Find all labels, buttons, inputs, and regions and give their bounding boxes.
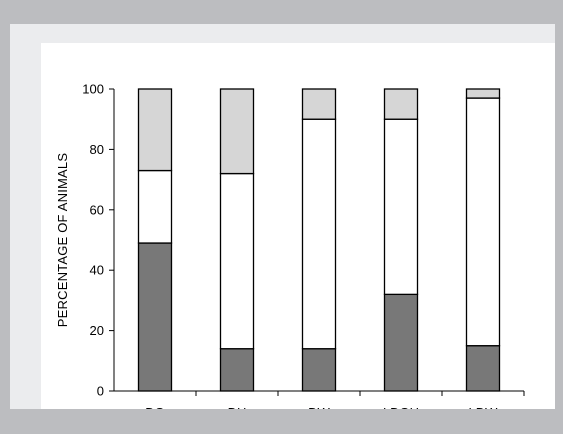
y-tick-label: 20 [90, 323, 104, 338]
figure-frame: DG DH DW LDGH LDW 0 20 40 60 80 100 PERCENTAGE OF … [10, 24, 555, 409]
x-tick-label: DG [145, 405, 165, 409]
bar-segment-ldw-2 [465, 97, 501, 347]
bar-segment-dg-1 [137, 242, 173, 392]
x-tick-label: LDW [469, 405, 499, 409]
bar-segment-dg-2 [137, 169, 173, 244]
x-tick-label: DW [308, 405, 330, 409]
x-tick-label: LDGH [383, 405, 419, 409]
y-tick-label: 100 [82, 82, 104, 97]
bar-segment-dh-1 [219, 348, 255, 392]
stacked-bar-chart: DG DH DW LDGH LDW 0 20 40 60 80 100 PERCENTAGE OF … [55, 82, 525, 409]
y-tick-label: 40 [90, 263, 104, 278]
x-tick-label: DH [228, 405, 247, 409]
bar-segment-dh-2 [219, 172, 255, 350]
chart-panel: DG DH DW LDGH LDW 0 20 40 60 80 100 PERCENTAGE OF … [41, 43, 555, 409]
bar-segment-dw-1 [301, 348, 337, 392]
y-tick-label: 80 [90, 142, 104, 157]
bar-segment-dw-2 [301, 118, 337, 350]
bar-segment-dw-3 [301, 88, 337, 120]
y-axis-title: PERCENTAGE OF ANIMALS [55, 153, 70, 328]
bar-segment-ldgh-2 [383, 118, 419, 296]
bars-group [137, 88, 501, 392]
y-tick-label: 0 [97, 384, 104, 399]
bar-segment-ldgh-3 [383, 88, 419, 120]
bar-segment-ldw-1 [465, 345, 501, 392]
bar-segment-dg-3 [137, 88, 173, 172]
y-tick-label: 60 [90, 202, 104, 217]
bar-segment-ldgh-1 [383, 293, 419, 392]
bar-segment-dh-3 [219, 88, 255, 175]
axes-group: DG DH DW LDGH LDW 0 20 40 60 80 100 [82, 82, 525, 409]
bar-segment-ldw-3 [465, 88, 501, 99]
